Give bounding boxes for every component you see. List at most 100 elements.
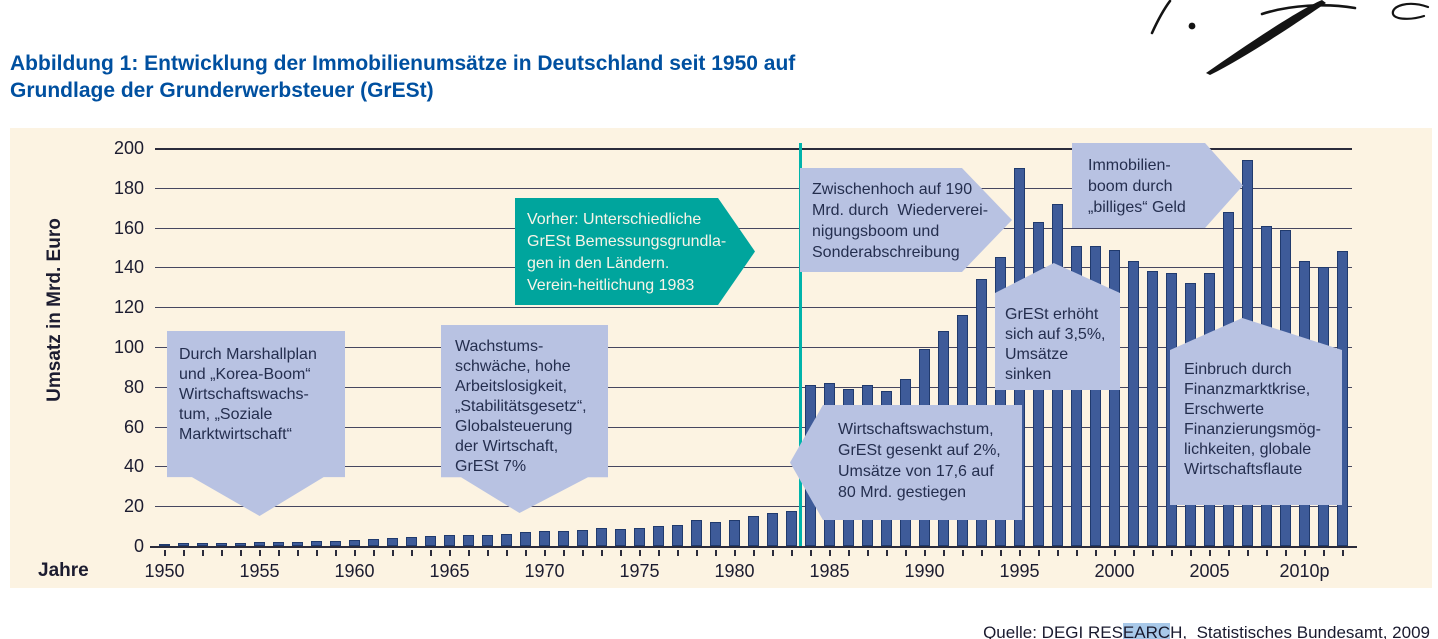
bar-1968: [501, 533, 512, 546]
bar-1982: [767, 513, 778, 546]
y-tick-label-140: 140: [113, 257, 144, 278]
signature-loop: [1206, 0, 1326, 75]
x-tick-label-2005: 2005: [1189, 561, 1230, 581]
gridline-160: [155, 227, 1352, 229]
bar-1952: [197, 543, 208, 546]
bar-1962: [387, 537, 398, 546]
gridline-100: [155, 347, 1352, 348]
x-tick-mark: [1304, 550, 1306, 556]
bar-1970: [539, 530, 550, 546]
x-axis-title: Jahre: [38, 560, 89, 581]
bar-1954: [235, 542, 246, 546]
x-axis-tick-labels: 1950 1955 1960 1965 1970 1975 1980 1985 1990 1995…: [144, 561, 1352, 583]
x-tick-mark: [1171, 550, 1173, 556]
x-tick-label-2000: 2000: [1094, 561, 1135, 581]
x-tick-label-1980: 1980: [714, 561, 755, 581]
bar-1983: [786, 510, 797, 546]
divider-line-1983: [799, 143, 802, 546]
gridline-60: [155, 426, 1352, 428]
y-tick-label-180: 180: [113, 177, 144, 198]
figure-title-line2: Grundlage der Grunderwerbsteuer (GrESt): [10, 79, 434, 102]
callout-einbruch: Einbruch durch Finanzmarktkrise, Erschwe…: [1170, 318, 1342, 505]
bar-1971: [558, 531, 569, 546]
bar-1999: [1090, 245, 1101, 546]
x-tick-mark: [1038, 550, 1040, 556]
bar-1955: [254, 541, 265, 546]
signature-stroke: [1150, 0, 1172, 35]
x-tick-mark: [430, 550, 432, 556]
x-tick-mark: [506, 550, 508, 556]
x-tick-mark: [829, 550, 831, 556]
bar-1951: [178, 543, 189, 546]
signature: [1150, 0, 1430, 75]
x-tick-mark: [411, 550, 413, 556]
bar-2000: [1109, 249, 1120, 546]
x-tick-mark: [981, 550, 983, 556]
x-tick-mark: [715, 550, 717, 556]
y-tick-label-200: 200: [113, 138, 144, 158]
bar-1981: [748, 516, 759, 546]
x-tick-label-1950: 1950: [144, 561, 185, 581]
x-tick-mark: [335, 550, 337, 556]
x-tick-mark: [962, 550, 964, 556]
source-highlighted-text: EARC: [1122, 623, 1171, 639]
x-tick-label-1955: 1955: [239, 561, 280, 581]
y-axis-title: Umsatz in Mrd. Euro: [44, 218, 65, 402]
bar-1953: [216, 543, 227, 546]
x-tick-mark: [354, 550, 356, 556]
signature-c: [1391, 2, 1430, 20]
bar-1959: [330, 540, 341, 546]
bar-1969: [520, 531, 531, 546]
y-tick-label-40: 40: [123, 456, 144, 477]
x-tick-mark: [639, 550, 641, 556]
x-tick-mark: [1114, 550, 1116, 556]
bar-2002: [1147, 271, 1158, 546]
x-tick-mark: [468, 550, 470, 556]
bar-1964: [425, 535, 436, 546]
figure-title: Abbildung 1: Entwicklung der Immobilienu…: [10, 50, 795, 104]
y-tick-label-160: 160: [113, 217, 144, 238]
x-tick-label-1985: 1985: [809, 561, 850, 581]
x-tick-label-1995: 1995: [999, 561, 1040, 581]
callout-zwischenhoch: Zwischenhoch auf 190 Mrd. durch Wiederve…: [800, 168, 1012, 272]
bar-1956: [273, 541, 284, 546]
gridline-140: [155, 267, 1352, 269]
bar-1979: [710, 522, 721, 546]
x-tick-mark: [449, 550, 451, 556]
y-tick-label-60: 60: [123, 416, 144, 437]
figure-title-line1: Abbildung 1: Entwicklung der Immobilienu…: [10, 52, 796, 75]
x-tick-mark: [1019, 550, 1021, 556]
bar-1980: [729, 519, 740, 546]
callout-vereinheitlichung: Vorher: Unterschiedliche GrESt Bemessung…: [515, 198, 755, 305]
x-tick-mark: [259, 550, 261, 556]
source-text-tail: H, Statistisches Bundesamt, 2009: [1170, 623, 1430, 639]
x-tick-mark: [1152, 550, 1154, 556]
gridline-40: [155, 466, 1352, 468]
bar-1957: [292, 541, 303, 546]
x-tick-mark: [487, 550, 489, 556]
bar-1998: [1071, 245, 1082, 546]
y-tick-label-80: 80: [123, 376, 144, 397]
x-tick-mark: [1057, 550, 1059, 556]
x-tick-mark: [1190, 550, 1192, 556]
x-tick-mark: [791, 550, 793, 556]
x-tick-mark: [905, 550, 907, 556]
x-tick-mark: [772, 550, 774, 556]
bar-1958: [311, 541, 322, 546]
gridline-20: [155, 506, 1352, 508]
bar-1975: [634, 528, 645, 546]
bar-1994: [995, 257, 1006, 546]
x-tick-mark: [525, 550, 527, 556]
x-tick-mark: [392, 550, 394, 556]
x-tick-label-1975: 1975: [619, 561, 660, 581]
x-tick-mark: [1266, 550, 1268, 556]
x-tick-mark: [677, 550, 679, 556]
x-tick-label-1965: 1965: [429, 561, 470, 581]
bar-1967: [482, 534, 493, 546]
x-tick-mark: [658, 550, 660, 556]
source-text: Quelle: DEGI RES: [983, 623, 1123, 639]
callout-grest-erhoeht: GrESt erhöht sich auf 3,5%, Umsätze sink…: [995, 263, 1120, 390]
x-tick-mark: [924, 550, 926, 556]
x-tick-label-2010p: 2010p: [1279, 561, 1330, 581]
